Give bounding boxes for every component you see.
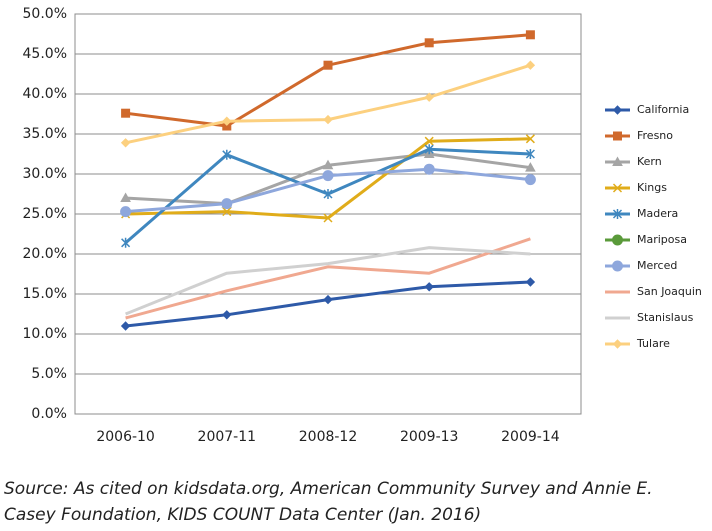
y-tick-label: 10.0% [23,326,67,342]
legend-marker [612,156,623,166]
legend-label: Kern [637,155,662,168]
data-point [424,92,434,102]
y-tick-label: 35.0% [23,126,67,142]
data-point [323,60,333,70]
legend-label: Stanislaus [637,311,694,324]
legend-marker [612,234,623,246]
data-point [525,134,535,144]
legend-marker [612,105,623,115]
data-point [322,170,334,182]
data-point [323,114,333,125]
data-point [222,116,232,126]
data-point [121,108,131,118]
legend-label: Fresno [637,129,673,142]
legend-label: Madera [637,207,678,220]
x-tick-label: 2009-14 [501,429,560,445]
data-point [222,149,232,160]
data-point [424,38,434,48]
data-point [120,138,131,148]
data-point [525,149,535,159]
data-point [322,159,334,170]
series-line [125,246,531,316]
data-point [323,189,333,199]
data-point [222,310,232,320]
y-tick-label: 30.0% [23,166,67,182]
legend-marker [612,209,623,219]
series-line [125,33,531,128]
plot-border [74,13,582,415]
data-point [525,30,535,40]
y-tick-label: 45.0% [23,46,67,62]
legend-marker [613,131,622,141]
source-note: Source: As cited on kidsdata.org, Americ… [4,479,653,525]
legend-label: Kings [637,181,667,194]
data-point [120,206,132,218]
data-point [424,136,434,146]
legend-marker [612,183,623,193]
x-tick-label: 2006-10 [96,429,155,445]
y-tick-label: 15.0% [23,286,67,302]
legend-label: Mariposa [637,233,687,246]
data-point [121,237,131,248]
legend-marker [612,339,623,349]
data-point [525,60,536,70]
y-tick-label: 25.0% [23,206,67,222]
x-tick-label: 2009-13 [400,429,459,445]
legend-label: Tulare [636,337,670,350]
x-tick-label: 2008-12 [299,429,358,445]
legend-label: Merced [637,259,677,272]
data-point [424,144,434,155]
y-tick-label: 20.0% [23,246,67,262]
data-point [525,162,536,172]
legend-label: San Joaquin [637,285,702,298]
legend-marker [612,260,623,272]
chart: 0.0% 5.0% 10.0% 15.0% 20.0% 25.0% 30.0% 35.0% 40… [23,6,702,445]
data-point [423,163,435,175]
y-tick-label: 40.0% [23,86,67,102]
data-point [524,174,536,186]
data-point [323,213,333,223]
series-line [125,63,531,145]
data-point [323,294,333,305]
data-point [424,282,434,292]
data-point [525,277,536,287]
data-point [222,207,232,217]
data-point [120,192,131,202]
data-point [120,321,131,331]
series-line [125,237,531,320]
y-tick-label: 5.0% [31,366,67,382]
y-tick-label: 0.0% [31,406,67,422]
legend-label: California [637,103,689,116]
x-tick-label: 2007-11 [198,429,257,445]
y-tick-label: 50.0% [23,6,67,22]
data-point [221,198,233,210]
